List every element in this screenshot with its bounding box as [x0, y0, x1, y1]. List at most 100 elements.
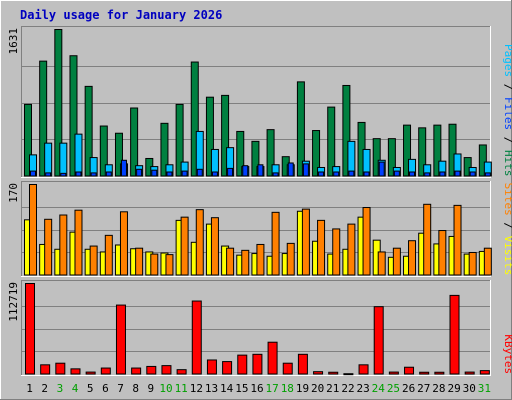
bar-sites-17 [271, 211, 280, 276]
bar-kbytes-11 [176, 369, 187, 375]
x-tick-label-22: 22 [341, 382, 354, 395]
x-tick-label-3: 3 [57, 382, 64, 395]
bars-top [24, 29, 492, 177]
x-tick-label-14: 14 [220, 382, 234, 395]
x-tick-label-8: 8 [132, 382, 139, 395]
bar-sites-2 [44, 218, 53, 276]
bar-sites-12 [195, 209, 204, 276]
bar-kbytes-28 [434, 371, 445, 375]
bar-pages-18 [287, 162, 294, 177]
bar-hits-8 [130, 107, 139, 177]
bar-hits-11 [175, 103, 184, 177]
x-tick-label-20: 20 [311, 382, 324, 395]
x-tick-label-29: 29 [447, 382, 460, 395]
legend-item-sites: Sites [502, 183, 512, 216]
panel-top [21, 26, 492, 178]
x-tick-label-25: 25 [387, 382, 400, 395]
bar-kbytes-25 [388, 371, 399, 375]
bar-sites-1 [29, 184, 37, 276]
bar-pages-27 [424, 172, 431, 177]
bar-pages-31 [484, 172, 491, 177]
bar-sites-27 [423, 203, 432, 276]
legend-bottom: KBytes [502, 334, 512, 374]
bar-kbytes-1 [25, 283, 35, 375]
y-max-label: 1631 [7, 28, 20, 55]
x-tick-label-18: 18 [281, 382, 294, 395]
bar-hits-7 [114, 132, 123, 177]
bar-sites-16 [256, 243, 265, 276]
x-tick-label-13: 13 [205, 382, 218, 395]
bar-sites-14 [226, 247, 235, 276]
x-tick-label-2: 2 [41, 382, 48, 395]
bar-kbytes-20 [313, 371, 324, 375]
bar-sites-7 [119, 211, 128, 276]
bar-hits-30 [463, 157, 472, 177]
bar-hits-4 [69, 55, 78, 177]
bar-pages-1 [30, 170, 36, 177]
bar-kbytes-30 [464, 371, 475, 375]
x-tick-label-15: 15 [235, 382, 248, 395]
bar-pages-4 [75, 171, 82, 177]
chart-title: Daily usage for January 2026 [20, 8, 222, 22]
legend-text: Pages / Files / Hits [502, 44, 512, 177]
bar-sites-20 [317, 219, 326, 276]
bar-pages-15 [242, 165, 249, 177]
bar-pages-5 [90, 172, 97, 177]
bars-bottom [25, 283, 490, 376]
bar-pages-10 [166, 171, 173, 177]
bar-pages-3 [60, 172, 67, 177]
x-tick-label-10: 10 [159, 382, 172, 395]
bar-pages-22 [348, 170, 355, 177]
bar-pages-7 [120, 159, 127, 177]
bar-kbytes-17 [267, 341, 278, 375]
x-tick-label-9: 9 [148, 382, 155, 395]
bar-hits-28 [433, 124, 442, 177]
bar-pages-2 [45, 172, 52, 177]
bar-kbytes-6 [100, 367, 111, 375]
bar-hits-27 [418, 127, 427, 177]
bar-sites-5 [89, 245, 98, 276]
legend-item-hits: Hits [502, 150, 512, 177]
bar-kbytes-24 [373, 306, 384, 375]
x-tick-label-4: 4 [72, 382, 79, 395]
bar-pages-9 [151, 169, 158, 177]
bar-hits-19 [296, 81, 305, 177]
legend-item-pages: Pages [502, 44, 512, 77]
bar-kbytes-22 [343, 373, 354, 376]
x-tick-label-24: 24 [372, 382, 386, 395]
bar-pages-30 [469, 171, 476, 177]
bar-kbytes-9 [146, 365, 157, 375]
bar-kbytes-26 [404, 366, 415, 375]
bar-hits-10 [160, 122, 169, 177]
bar-pages-19 [302, 163, 309, 177]
bar-sites-29 [453, 204, 462, 276]
bar-hits-31 [478, 144, 487, 177]
bar-pages-11 [181, 170, 188, 177]
x-tick-label-11: 11 [175, 382, 188, 395]
bars-middle [24, 184, 492, 276]
bar-hits-16 [251, 140, 260, 177]
bar-pages-12 [196, 168, 203, 177]
chart-panels [21, 26, 492, 376]
x-tick-label-26: 26 [402, 382, 415, 395]
bar-sites-22 [347, 223, 356, 276]
x-tick-label-30: 30 [463, 382, 476, 395]
bar-hits-22 [342, 84, 351, 177]
bar-pages-21 [333, 171, 340, 177]
x-tick-label-7: 7 [117, 382, 124, 395]
bar-sites-25 [392, 247, 401, 276]
bar-files-4 [74, 133, 83, 177]
bar-sites-19 [301, 208, 310, 276]
x-tick-label-27: 27 [417, 382, 430, 395]
bar-sites-24 [377, 251, 386, 276]
bar-pages-6 [105, 171, 112, 177]
bar-hits-5 [84, 85, 93, 177]
x-tick-label-1: 1 [26, 382, 33, 395]
legend-text: KBytes [502, 334, 512, 374]
legend-top: Pages / Files / Hits [502, 44, 512, 177]
bar-kbytes-7 [115, 304, 126, 375]
bar-kbytes-21 [328, 371, 339, 375]
bar-pages-29 [454, 170, 461, 177]
bar-pages-28 [439, 171, 446, 177]
